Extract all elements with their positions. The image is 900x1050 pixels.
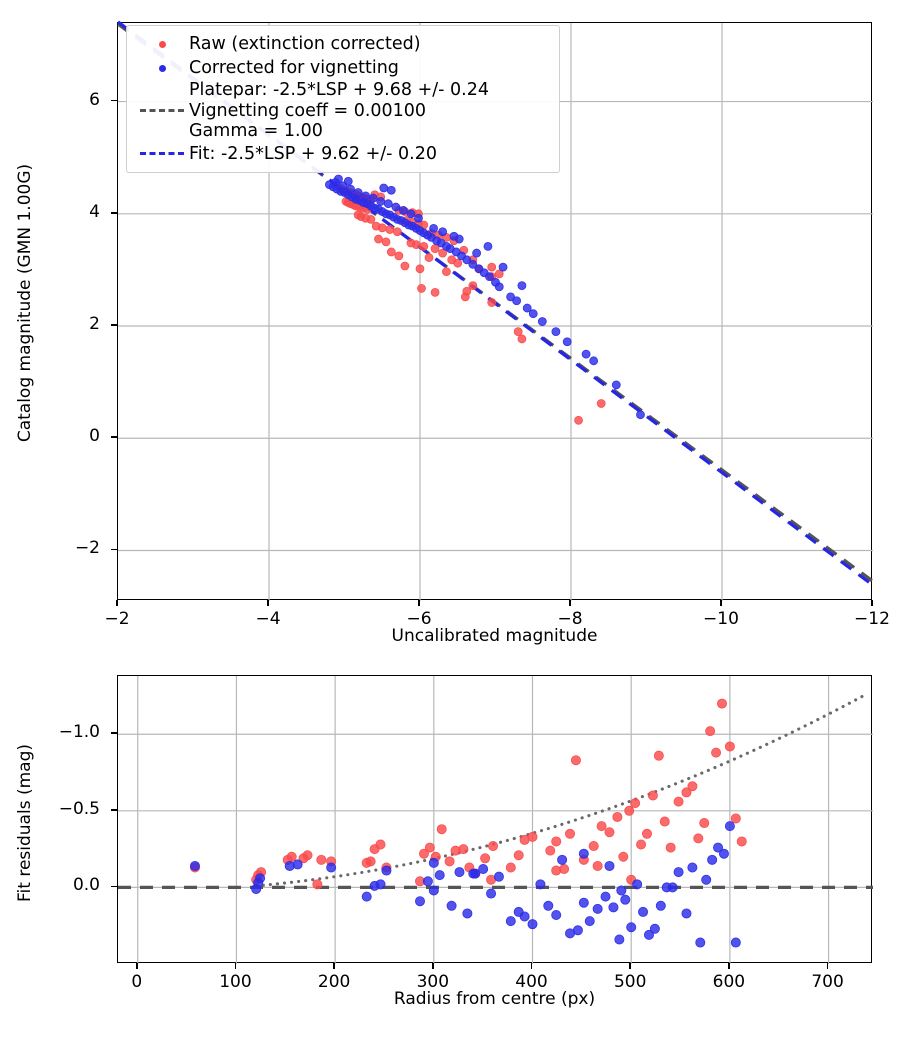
xtick-label: −4 [255, 609, 281, 629]
xtick-mark [116, 600, 118, 606]
xtick-mark [727, 963, 730, 969]
series-raw [189, 698, 747, 890]
ytick-mark [111, 885, 117, 888]
legend-item-platepar[interactable]: Platepar: -2.5*LSP + 9.68 +/- 0.24 Vigne… [135, 80, 550, 142]
xtick-mark [530, 963, 533, 969]
ytick-label: 4 [89, 201, 100, 222]
ytick-mark [111, 211, 117, 214]
ytick-label: 2 [89, 314, 100, 335]
legend-item-raw[interactable]: Raw (extinction corrected) [135, 32, 550, 56]
ytick-mark [111, 99, 117, 102]
xtick-mark [267, 600, 269, 606]
ytick-label: −1.0 [58, 722, 100, 743]
ytick-label: 6 [89, 89, 100, 110]
ytick-mark [111, 436, 117, 439]
legend-label-platepar: Platepar: -2.5*LSP + 9.68 +/- 0.24 Vigne… [189, 80, 489, 142]
legend-marker-raw-icon [135, 34, 189, 54]
ytick-label: −0.5 [58, 798, 100, 819]
xtick-mark [826, 963, 829, 969]
xtick-label: 300 [416, 972, 450, 992]
xtick-label: 0 [131, 972, 143, 992]
series-raw [336, 184, 606, 425]
xtick-label: −10 [703, 609, 739, 629]
xtick-mark [871, 600, 873, 606]
legend-marker-corrected-icon [135, 58, 189, 78]
top-panel-ylabel: Catalog magnitude (GMN 1.00G) [15, 163, 35, 443]
ytick-mark [111, 808, 117, 811]
ytick-label: 0 [89, 426, 100, 447]
xtick-mark [135, 963, 138, 969]
legend-label-corrected: Corrected for vignetting [189, 57, 399, 78]
xtick-label: 500 [613, 972, 647, 992]
legend[interactable]: Raw (extinction corrected) Corrected for… [126, 25, 560, 173]
ytick-mark [111, 324, 117, 326]
xtick-label: 600 [712, 972, 746, 992]
xtick-label: −8 [557, 609, 583, 629]
bottom-panel-canvas [118, 676, 873, 964]
series-corrected [189, 821, 741, 948]
legend-item-fit[interactable]: Fit: -2.5*LSP + 9.62 +/- 0.20 [135, 142, 550, 166]
xtick-label: −12 [854, 609, 890, 629]
xtick-label: −6 [406, 609, 432, 629]
legend-item-corrected[interactable]: Corrected for vignetting [135, 56, 550, 80]
xtick-label: −2 [104, 609, 130, 629]
xtick-mark [720, 600, 722, 606]
legend-label-fit: Fit: -2.5*LSP + 9.62 +/- 0.20 [189, 143, 437, 164]
xtick-label: 700 [811, 972, 844, 992]
xtick-mark [234, 963, 237, 969]
legend-dash-platepar-icon [135, 101, 189, 121]
legend-label-raw: Raw (extinction corrected) [189, 33, 421, 54]
xtick-mark [418, 600, 420, 606]
ytick-mark [111, 732, 117, 735]
bottom-panel-plot-area [117, 675, 873, 964]
legend-dash-fit-icon [135, 144, 189, 164]
top-panel-xlabel: Uncalibrated magnitude [391, 626, 598, 646]
xtick-mark [629, 963, 632, 969]
ytick-mark [111, 548, 117, 551]
ytick-label: −2 [74, 538, 100, 559]
xtick-mark [333, 963, 336, 969]
bottom-panel-xlabel: Radius from centre (px) [393, 989, 596, 1009]
xtick-label: 100 [219, 972, 252, 992]
ytick-label: 0.0 [72, 875, 100, 896]
xtick-label: 400 [515, 972, 548, 992]
series-corrected [324, 174, 645, 420]
xtick-label: 200 [317, 972, 351, 992]
xtick-mark [431, 963, 434, 969]
xtick-mark [569, 600, 571, 606]
